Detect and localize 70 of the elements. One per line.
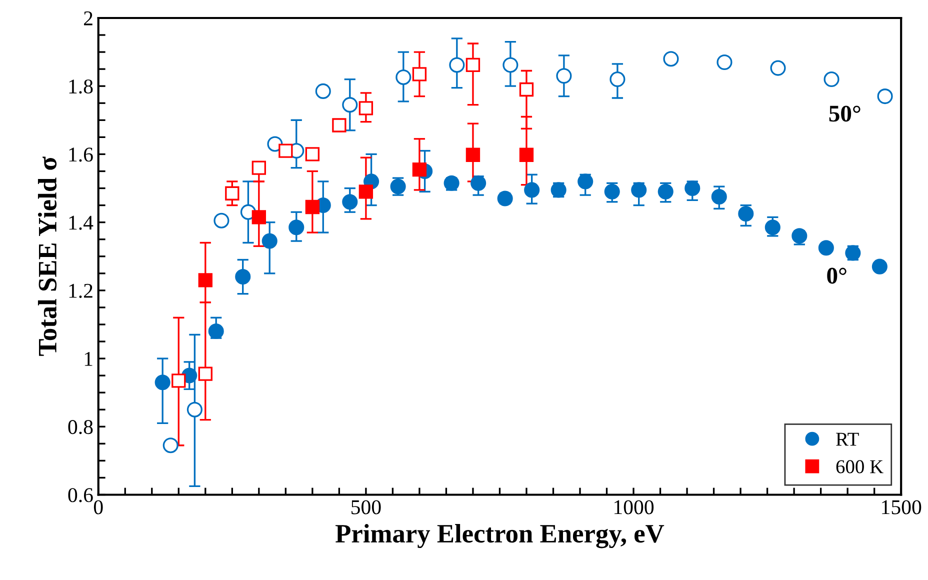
x-axis-title: Primary Electron Energy, eV xyxy=(336,524,664,548)
point xyxy=(186,402,202,418)
point xyxy=(524,182,540,198)
point xyxy=(818,240,834,256)
point xyxy=(396,69,412,86)
point xyxy=(466,58,480,72)
point xyxy=(154,374,170,390)
point xyxy=(658,184,674,200)
x-tick-label: 1000 xyxy=(614,500,654,514)
point xyxy=(497,190,513,206)
point xyxy=(172,374,186,388)
point xyxy=(412,162,427,177)
y-tick-label: 1.4 xyxy=(69,216,94,230)
legend-label: 600 K xyxy=(836,460,884,474)
point xyxy=(198,273,212,288)
point xyxy=(610,72,626,88)
point xyxy=(631,182,647,198)
point xyxy=(214,212,230,228)
point xyxy=(208,324,224,340)
point xyxy=(738,206,754,222)
point xyxy=(684,180,700,196)
point xyxy=(877,88,893,104)
point xyxy=(770,60,786,76)
y-axis-title: Total SEE Yield σ xyxy=(38,156,57,356)
point xyxy=(412,67,427,82)
point xyxy=(578,174,594,190)
point xyxy=(449,57,465,73)
point xyxy=(519,148,534,162)
y-tick-label: 0.6 xyxy=(68,488,93,502)
y-tick-label: 1.2 xyxy=(69,284,92,298)
point xyxy=(262,233,278,249)
y-tick-label: 1 xyxy=(84,352,92,366)
y-tick-label: 1.6 xyxy=(69,148,93,162)
point xyxy=(342,194,358,210)
point xyxy=(305,147,320,162)
point xyxy=(872,258,888,274)
y-tick-label: 0.8 xyxy=(68,420,93,434)
point xyxy=(332,118,346,132)
point xyxy=(663,51,679,67)
point xyxy=(824,72,840,88)
point xyxy=(305,200,320,214)
annotation: 50° xyxy=(829,106,860,122)
point xyxy=(466,148,480,162)
point xyxy=(470,175,486,191)
point xyxy=(252,160,266,175)
point xyxy=(198,366,212,381)
point xyxy=(764,220,780,236)
y-tick-label: 2 xyxy=(84,11,92,26)
point xyxy=(288,220,304,236)
x-tick-label: 500 xyxy=(352,500,381,514)
legend-label: RT xyxy=(836,432,859,446)
y-tick-label: 1.8 xyxy=(69,79,93,94)
point xyxy=(235,269,251,285)
annotation: 0° xyxy=(827,268,846,284)
point xyxy=(502,57,518,73)
point xyxy=(716,54,732,70)
x-tick-label: 1500 xyxy=(882,500,922,514)
point xyxy=(519,82,534,97)
point xyxy=(162,438,178,454)
x-tick-label: 0 xyxy=(94,500,103,514)
point xyxy=(711,188,727,205)
point xyxy=(252,210,266,224)
point xyxy=(278,144,293,158)
point xyxy=(358,184,374,199)
point xyxy=(315,83,331,99)
point xyxy=(358,101,374,116)
point xyxy=(604,184,620,200)
point xyxy=(556,68,572,84)
point xyxy=(225,186,240,200)
point xyxy=(342,97,358,113)
